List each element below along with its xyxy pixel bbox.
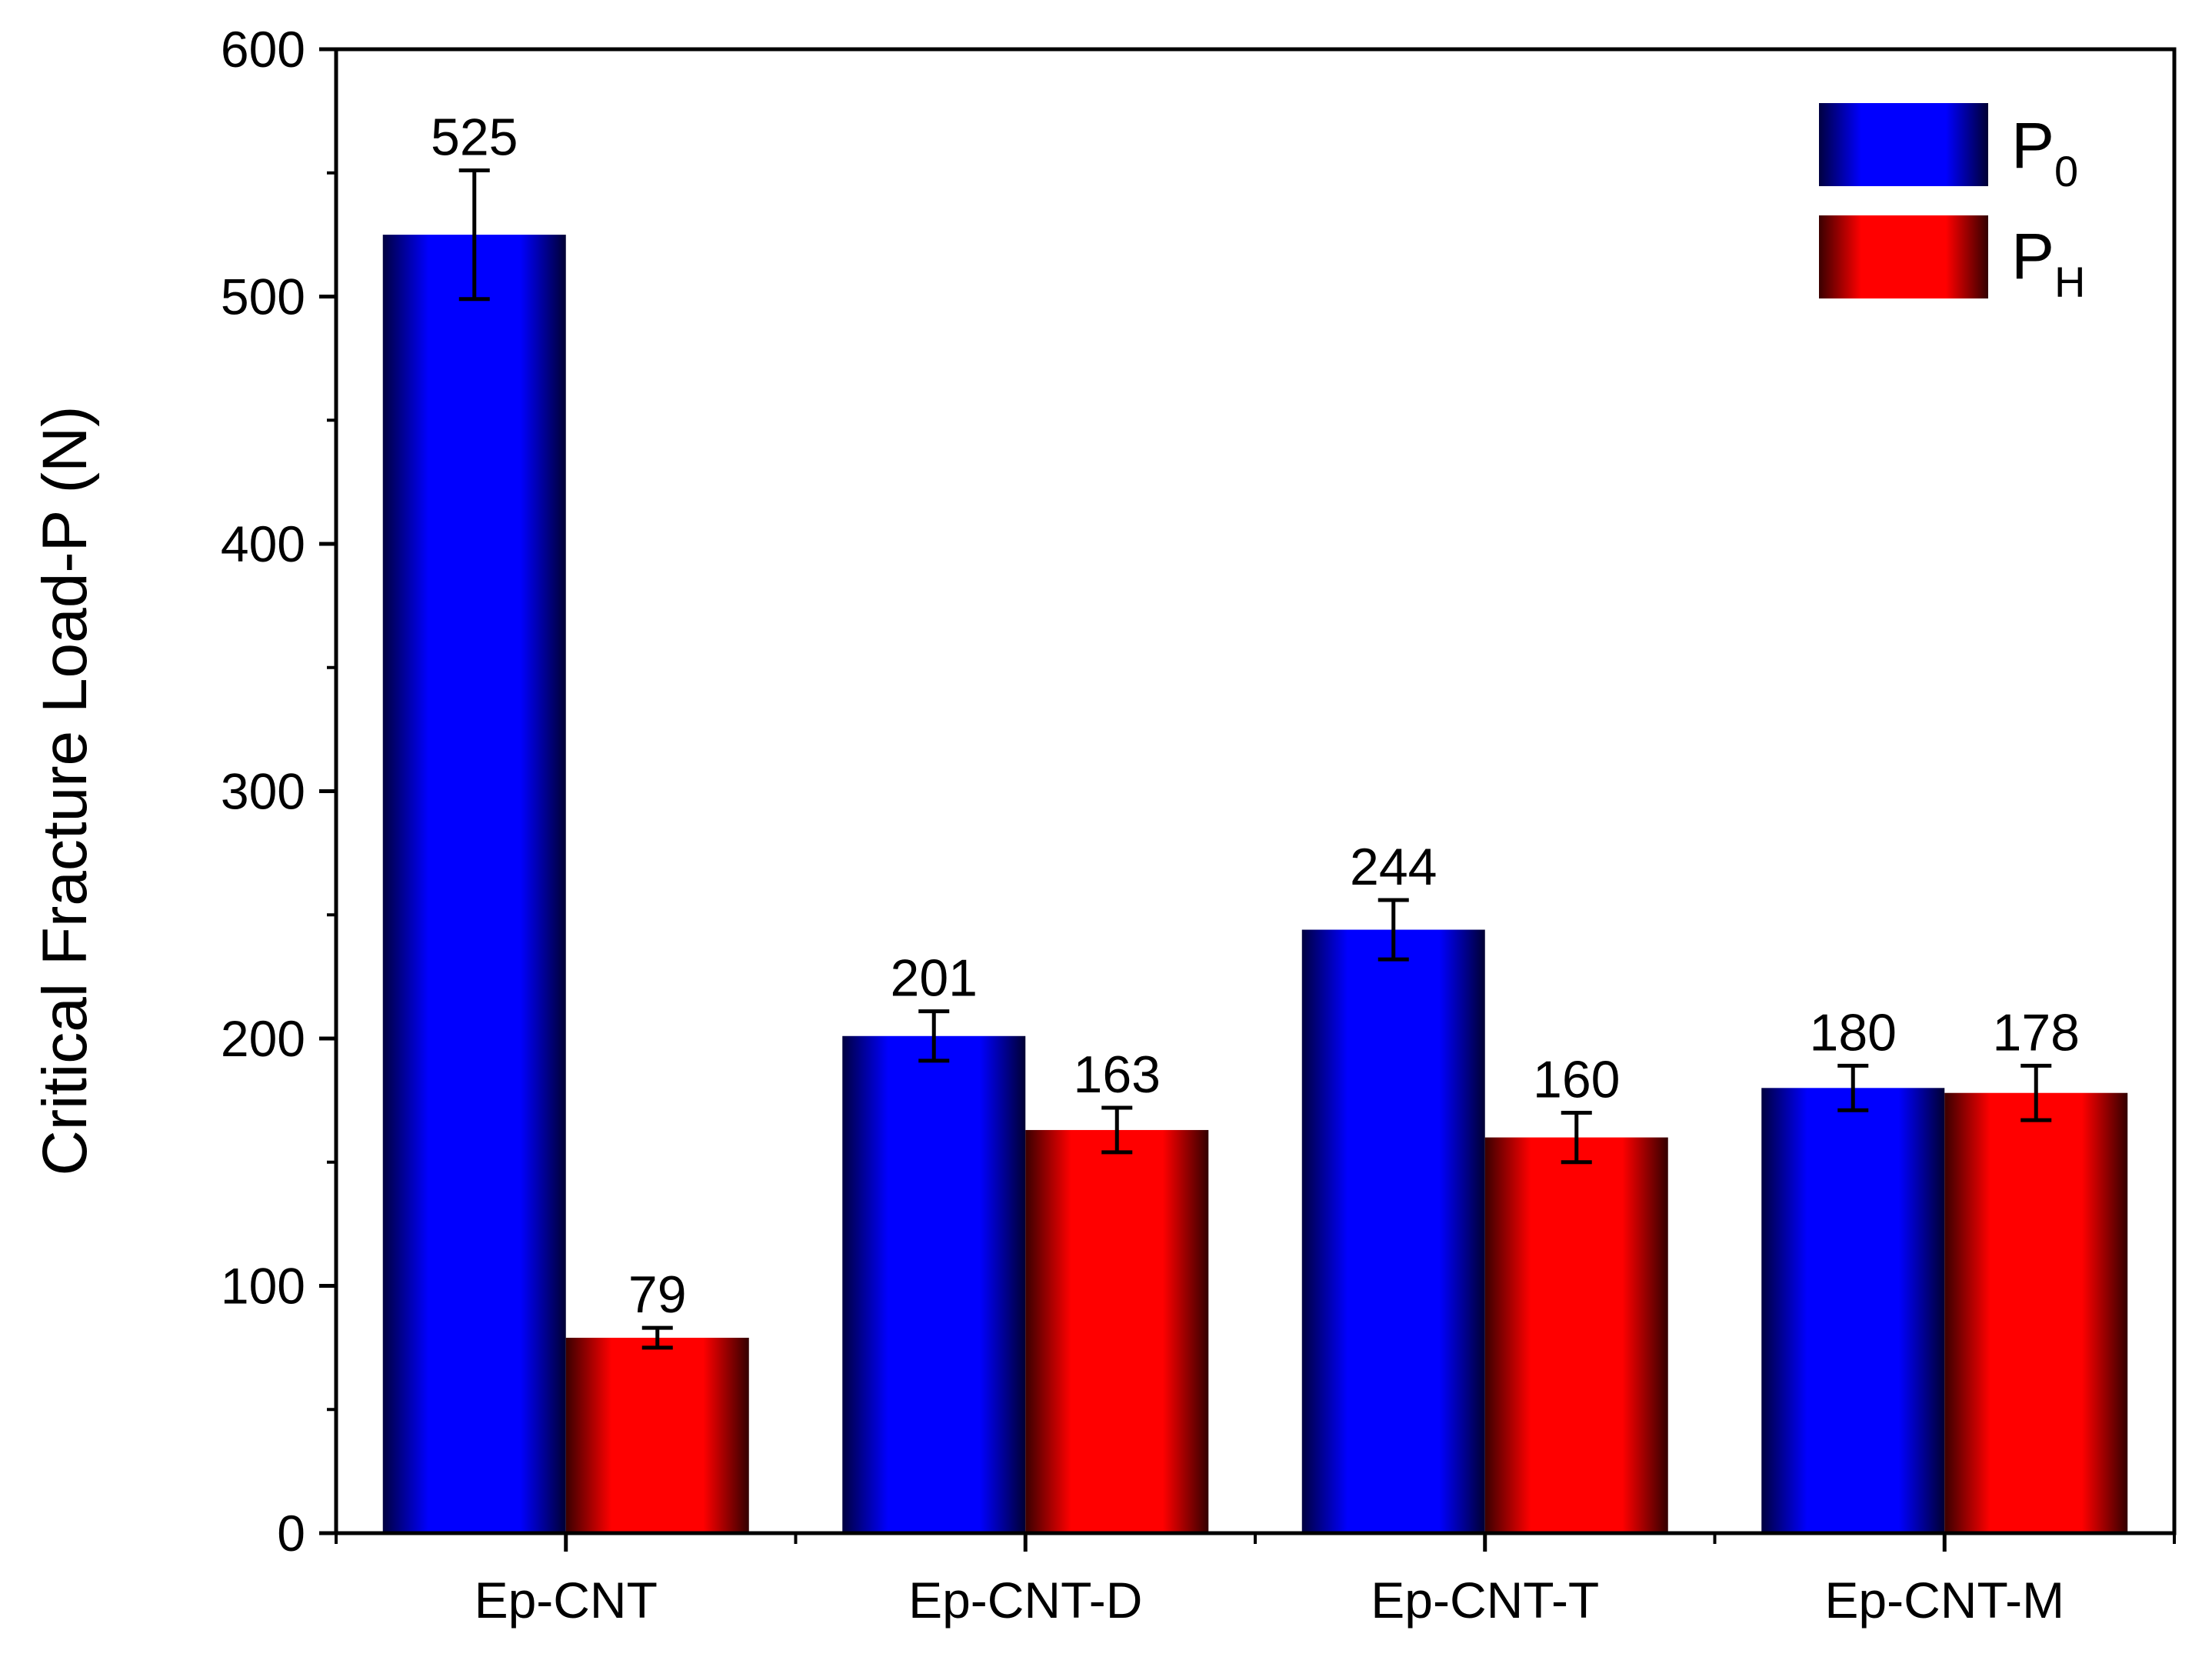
x-tick-label: Ep-CNT-M <box>1824 1572 2064 1629</box>
y-axis: 0 100 200 300 400 500 600 <box>221 21 336 1562</box>
data-label: 525 <box>431 108 518 167</box>
bar-ph <box>1484 1137 1668 1533</box>
bar-p0 <box>1761 1088 1945 1533</box>
data-label: 201 <box>891 949 978 1008</box>
legend-swatch-p0 <box>1819 103 1988 186</box>
data-label: 160 <box>1533 1050 1620 1109</box>
x-tick-label: Ep-CNT-D <box>908 1572 1142 1629</box>
y-tick-label: 100 <box>221 1258 305 1315</box>
y-tick-label: 300 <box>221 763 305 820</box>
x-tick-label: Ep-CNT-T <box>1371 1572 1599 1629</box>
legend-swatch-ph <box>1819 215 1988 298</box>
legend-label-p0: P0 <box>2011 109 2078 195</box>
data-label: 178 <box>1993 1003 2080 1062</box>
data-label: 244 <box>1350 838 1437 896</box>
y-tick-label: 500 <box>221 268 305 325</box>
data-labels: 525 79 201 163 244 160 180 178 <box>431 108 2080 1325</box>
x-axis: Ep-CNT Ep-CNT-D Ep-CNT-T Ep-CNT-M <box>335 1533 2176 1629</box>
y-tick-label: 600 <box>221 21 305 78</box>
error-bars <box>458 168 2052 1350</box>
legend: P0 PH <box>1819 103 2085 306</box>
y-axis-title: Critical Fracture Load-P (N) <box>30 406 100 1176</box>
legend-label-ph: PH <box>2011 220 2085 306</box>
bar-ph <box>565 1338 749 1533</box>
y-tick-label: 0 <box>277 1505 305 1562</box>
x-tick-label: Ep-CNT <box>475 1572 658 1629</box>
data-label: 163 <box>1074 1045 1161 1104</box>
data-label: 79 <box>628 1265 687 1324</box>
bar-p0 <box>382 235 566 1533</box>
bar-ph <box>1025 1129 1209 1533</box>
data-label: 180 <box>1810 1003 1897 1062</box>
bar-ph <box>1944 1092 2128 1533</box>
y-tick-label: 400 <box>221 515 305 572</box>
bar-p0 <box>842 1035 1026 1533</box>
y-tick-label: 200 <box>221 1010 305 1067</box>
bars <box>382 235 2128 1533</box>
bar-p0 <box>1301 929 1485 1533</box>
